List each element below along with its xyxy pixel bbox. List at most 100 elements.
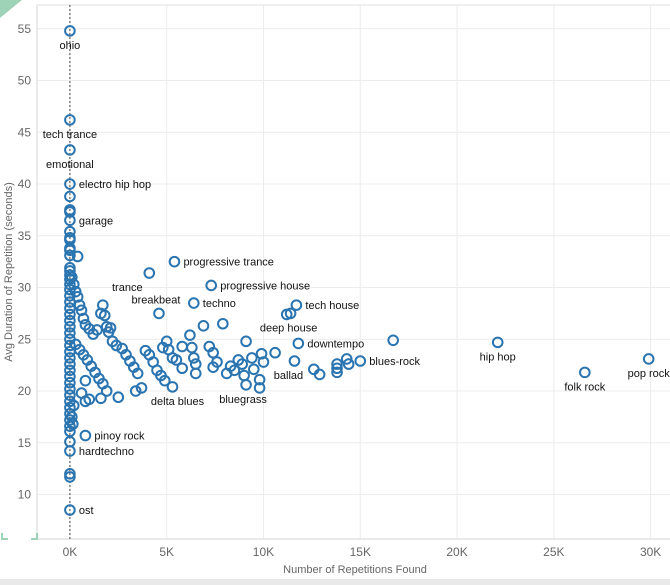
data-point[interactable] — [176, 362, 188, 375]
data-point[interactable] — [331, 358, 343, 370]
data-point[interactable] — [64, 278, 76, 291]
data-point-delta-blues[interactable] — [166, 381, 179, 393]
point-label: delta blues — [151, 396, 205, 408]
data-point[interactable] — [197, 320, 210, 332]
data-point[interactable] — [64, 352, 76, 364]
data-point[interactable] — [77, 312, 90, 325]
data-point[interactable] — [217, 317, 229, 330]
data-point[interactable] — [248, 363, 260, 376]
data-point-folk-rock[interactable] — [579, 366, 591, 379]
data-point[interactable] — [64, 389, 76, 401]
data-point[interactable] — [64, 225, 76, 238]
data-point[interactable] — [64, 308, 76, 321]
data-point[interactable] — [71, 250, 84, 263]
data-point[interactable] — [253, 373, 266, 386]
corner-handle-icon[interactable] — [0, 0, 22, 18]
data-point[interactable] — [240, 335, 252, 348]
data-point[interactable] — [253, 382, 266, 394]
data-point[interactable] — [64, 321, 76, 333]
data-point[interactable] — [66, 411, 78, 423]
x-tick-label: 10K — [253, 545, 274, 559]
data-point[interactable] — [331, 366, 343, 379]
data-point[interactable] — [184, 329, 196, 341]
data-point[interactable] — [100, 385, 113, 397]
data-point[interactable] — [158, 374, 171, 387]
data-point[interactable] — [189, 367, 202, 380]
data-point[interactable] — [342, 358, 355, 370]
data-point[interactable] — [129, 385, 142, 397]
data-point[interactable] — [269, 346, 281, 359]
data-point-emotional[interactable] — [64, 144, 76, 156]
data-point[interactable] — [207, 361, 219, 374]
data-point[interactable] — [66, 271, 78, 283]
data-point[interactable] — [64, 370, 76, 383]
data-point[interactable] — [98, 309, 111, 322]
data-point-techno[interactable] — [187, 297, 200, 309]
data-point[interactable] — [187, 352, 200, 364]
data-point-progressive-trance[interactable] — [168, 255, 181, 268]
data-point[interactable] — [64, 190, 76, 203]
data-point-ost[interactable] — [64, 504, 76, 516]
data-point[interactable] — [110, 339, 123, 352]
data-point-downtempo[interactable] — [292, 337, 305, 350]
data-point[interactable] — [64, 339, 76, 352]
data-point[interactable] — [170, 354, 183, 366]
data-point[interactable] — [67, 278, 80, 291]
data-point[interactable] — [95, 392, 107, 405]
data-point-ohio[interactable] — [64, 25, 76, 37]
data-point[interactable] — [176, 340, 188, 353]
data-point[interactable] — [64, 364, 76, 377]
data-point[interactable] — [135, 382, 148, 394]
data-point[interactable] — [387, 334, 399, 347]
data-point[interactable] — [79, 395, 92, 408]
data-point[interactable] — [64, 249, 76, 262]
data-point[interactable] — [131, 367, 144, 380]
data-point-blues-rock[interactable] — [354, 355, 367, 367]
data-point[interactable] — [64, 206, 76, 218]
data-point[interactable] — [238, 369, 250, 382]
data-point[interactable] — [67, 399, 80, 412]
data-point-bluegrass[interactable] — [240, 379, 252, 391]
data-point-electro-hip-hop[interactable] — [64, 178, 76, 190]
data-point[interactable] — [64, 383, 76, 395]
data-point[interactable] — [97, 299, 109, 311]
data-point-tech-house[interactable] — [290, 299, 303, 311]
data-point[interactable] — [64, 265, 76, 277]
corner-bracket-right — [31, 533, 38, 540]
data-point[interactable] — [112, 391, 125, 404]
data-point[interactable] — [104, 322, 117, 334]
data-point[interactable] — [186, 341, 198, 354]
data-point-pop-rock[interactable] — [642, 353, 655, 365]
data-point-progressive-house[interactable] — [205, 279, 218, 292]
data-point-trance[interactable] — [143, 267, 156, 279]
data-point-pinoy-rock[interactable] — [79, 429, 92, 442]
data-point[interactable] — [64, 314, 76, 327]
data-point-hardtechno[interactable] — [64, 445, 76, 457]
data-point[interactable] — [64, 471, 76, 483]
data-point[interactable] — [189, 358, 202, 370]
data-point[interactable] — [340, 353, 353, 365]
data-point[interactable] — [64, 327, 76, 339]
data-point[interactable] — [64, 358, 76, 370]
data-point-deep-house[interactable] — [284, 307, 297, 320]
data-point[interactable] — [67, 418, 79, 430]
data-point-garage[interactable] — [64, 214, 76, 227]
data-point-tech-trance[interactable] — [64, 114, 76, 126]
data-point[interactable] — [73, 299, 86, 311]
data-point[interactable] — [313, 368, 326, 381]
data-point[interactable] — [257, 356, 270, 368]
data-point[interactable] — [64, 244, 76, 257]
data-point[interactable] — [207, 346, 219, 359]
data-point[interactable] — [79, 374, 92, 387]
data-point[interactable] — [236, 358, 248, 370]
data-point[interactable] — [64, 376, 76, 389]
data-point[interactable] — [246, 352, 258, 364]
data-point[interactable] — [228, 364, 241, 377]
data-point-breakbeat[interactable] — [153, 307, 165, 320]
point-label: electro hip hop — [79, 179, 151, 191]
point-label: bluegrass — [219, 394, 267, 406]
data-point[interactable] — [331, 362, 343, 375]
data-point-ballad[interactable] — [288, 355, 301, 367]
data-point[interactable] — [69, 285, 82, 298]
data-point-hip-hop[interactable] — [491, 336, 504, 349]
